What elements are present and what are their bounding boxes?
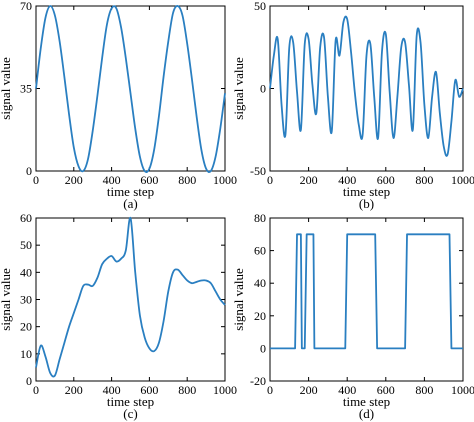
x-tick-label: 200 xyxy=(65,173,83,187)
panel-caption: (a) xyxy=(123,196,137,211)
x-tick-label: 600 xyxy=(140,383,158,397)
x-tick-label: 400 xyxy=(338,173,356,187)
y-axis-label: signal value xyxy=(0,57,13,120)
plot-frame xyxy=(269,5,464,172)
y-tick-label: 70 xyxy=(20,0,32,13)
y-axis-label: signal value xyxy=(231,268,246,331)
y-tick-label: 40 xyxy=(20,265,32,279)
x-tick-label: 600 xyxy=(377,383,395,397)
x-tick-label: 400 xyxy=(103,383,121,397)
x-tick-label: 200 xyxy=(300,383,318,397)
x-tick-label: 0 xyxy=(33,383,39,397)
x-tick-label: 1000 xyxy=(451,383,474,397)
signal-series-line xyxy=(270,233,463,350)
y-tick-label: 0 xyxy=(26,374,32,388)
y-tick-label: 60 xyxy=(254,244,266,258)
panel-caption: (b) xyxy=(359,196,374,211)
y-tick-label: 50 xyxy=(254,0,266,13)
y-tick-label: 0 xyxy=(260,82,266,96)
y-tick-label: 30 xyxy=(20,293,32,307)
x-axis-label: time step xyxy=(107,184,154,199)
y-tick-label: -20 xyxy=(250,374,266,388)
y-tick-label: -50 xyxy=(250,164,266,178)
y-tick-label: 80 xyxy=(254,211,266,225)
panel-caption: (d) xyxy=(359,406,374,421)
y-tick-label: 50 xyxy=(20,238,32,252)
y-tick-label: 40 xyxy=(254,276,266,290)
x-tick-label: 400 xyxy=(103,173,121,187)
x-tick-label: 1000 xyxy=(451,173,474,187)
y-tick-label: 35 xyxy=(20,82,32,96)
x-tick-label: 400 xyxy=(338,383,356,397)
x-tick-label: 600 xyxy=(377,173,395,187)
y-tick-label: 0 xyxy=(260,341,266,355)
x-tick-label: 800 xyxy=(415,173,433,187)
x-axis-label: time step xyxy=(343,184,390,199)
x-tick-label: 0 xyxy=(267,173,273,187)
signal-series-line xyxy=(269,15,464,157)
x-tick-label: 200 xyxy=(300,173,318,187)
y-tick-label: 10 xyxy=(20,347,32,361)
signal-series-line xyxy=(35,217,226,378)
y-axis-label: signal value xyxy=(0,268,13,331)
chart-panel-3: 0 200 400 600 800 1000 0 10 20 30 40 50 60 time step(… xyxy=(0,211,237,421)
signal-series-line xyxy=(35,5,226,173)
y-tick-label: 20 xyxy=(20,320,32,334)
panel-caption: (c) xyxy=(123,406,137,421)
x-tick-label: 1000 xyxy=(213,383,237,397)
x-axis-label: time step xyxy=(107,394,154,409)
plot-frame xyxy=(35,217,226,382)
y-tick-label: 20 xyxy=(254,309,266,323)
x-tick-label: 1000 xyxy=(213,173,237,187)
x-tick-label: 0 xyxy=(267,383,273,397)
x-tick-label: 0 xyxy=(33,173,39,187)
x-tick-label: 600 xyxy=(140,173,158,187)
y-tick-label: 0 xyxy=(26,164,32,178)
y-axis-label: signal value xyxy=(231,57,246,120)
x-tick-label: 200 xyxy=(65,383,83,397)
x-tick-label: 800 xyxy=(178,383,196,397)
y-tick-label: 60 xyxy=(20,211,32,225)
plot-frame xyxy=(269,217,464,382)
x-axis-label: time step xyxy=(343,394,390,409)
x-tick-label: 800 xyxy=(415,383,433,397)
chart-panel-1: 0 200 400 600 800 1000 0 35 70 time step(a) signal… xyxy=(0,0,237,211)
x-tick-label: 800 xyxy=(178,173,196,187)
